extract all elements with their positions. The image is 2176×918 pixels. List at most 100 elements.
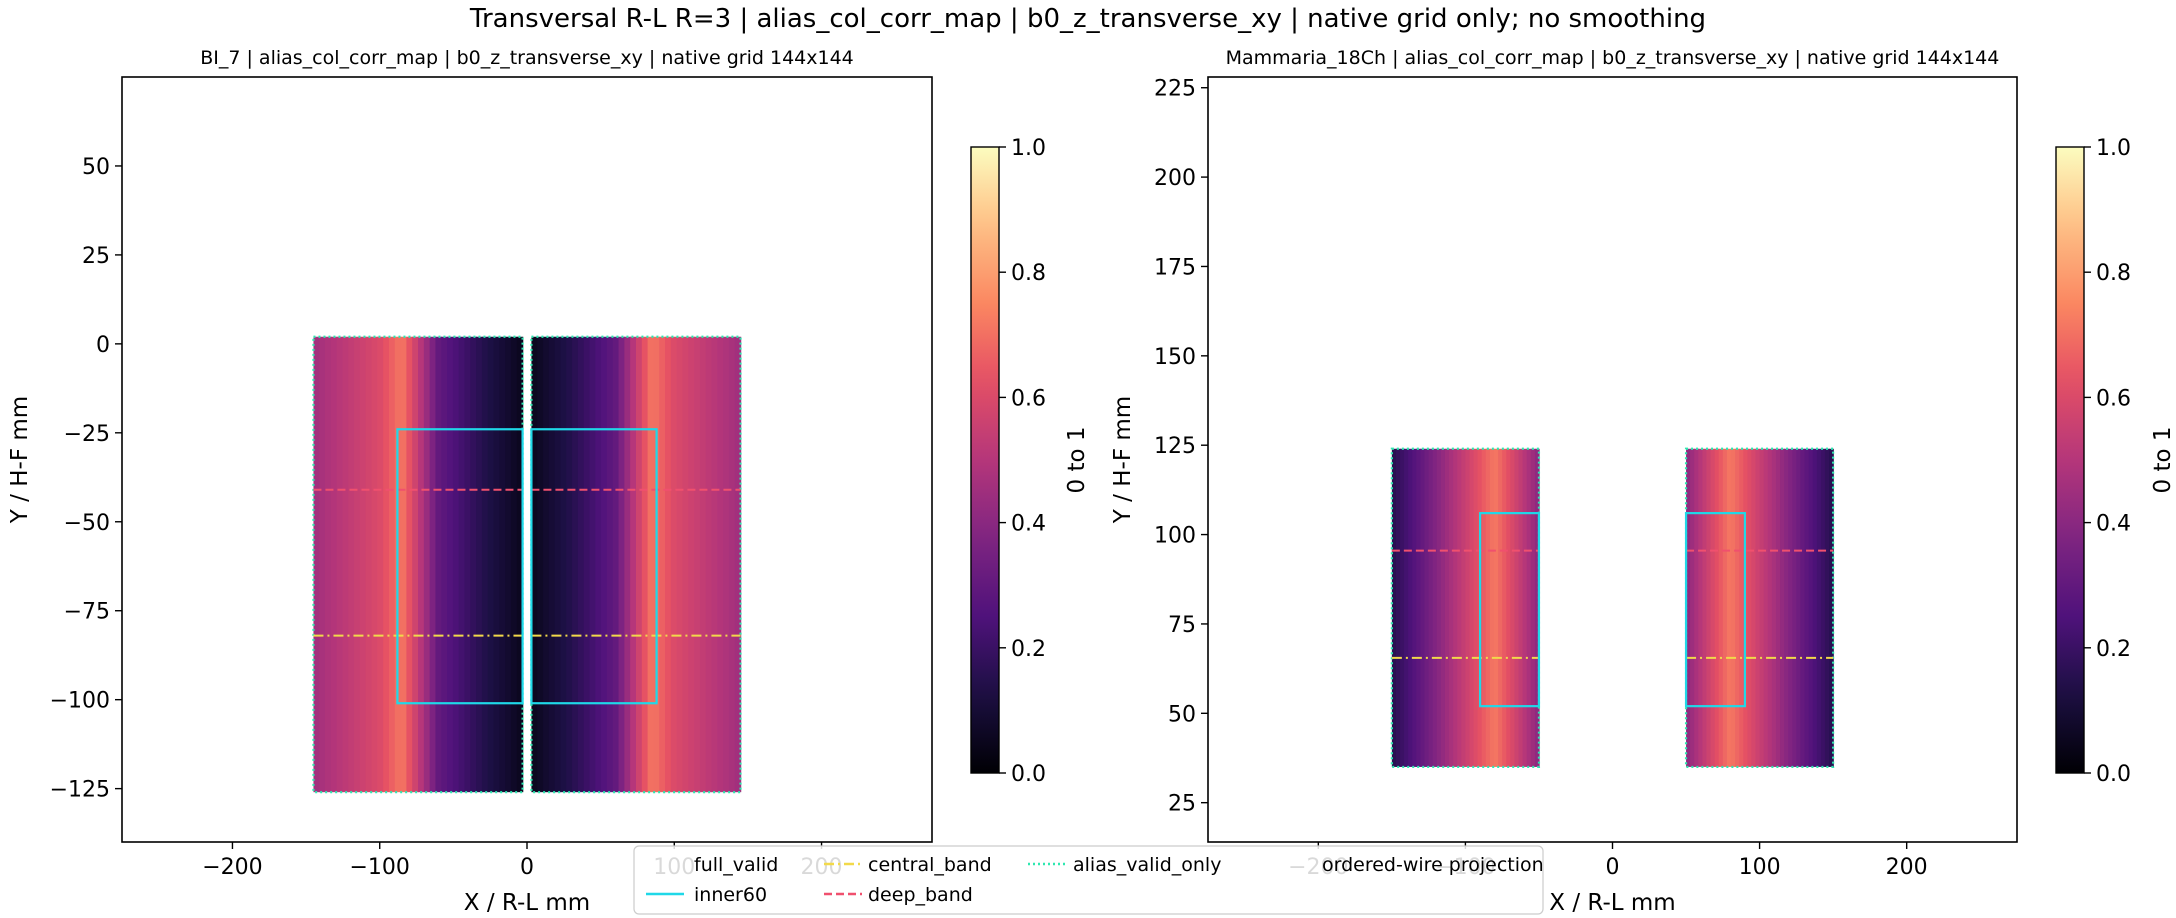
colorbar-label: 0 to 1 [2150, 427, 2176, 494]
colorbar-tick-label: 0.8 [1011, 261, 1046, 286]
heatmap-cell [1722, 448, 1728, 767]
heatmap-cell [319, 336, 326, 793]
heatmap-region-2 [531, 336, 742, 793]
y-axis-label: Y / H-F mm [7, 396, 33, 524]
y-tick-label: −50 [64, 511, 110, 536]
heatmap-cell [359, 336, 367, 793]
heatmap-cell [531, 336, 538, 793]
heatmap-region-1 [313, 336, 524, 793]
heatmap-cell [452, 336, 460, 793]
heatmap-cell [1506, 448, 1512, 767]
heatmap-cell [1469, 448, 1475, 767]
heatmap-cell [470, 336, 477, 793]
inner60-box [1479, 512, 1541, 708]
colorbar-label: 0 to 1 [1064, 427, 1090, 494]
heatmap-cell [348, 336, 355, 793]
figure-title: Transversal R-L R=3 | alias_col_corr_map… [469, 4, 1706, 34]
heatmap-region-1 [1391, 448, 1540, 767]
colorbar-tick-label: 0.4 [2096, 512, 2131, 537]
y-axis-label: Y / H-F mm [1110, 396, 1136, 524]
heatmap-cell [476, 336, 483, 793]
heatmap-cell [1526, 448, 1532, 767]
heatmap-cell [1726, 448, 1732, 767]
panel-title: Mammaria_18Ch | alias_col_corr_map | b0_… [1226, 47, 2000, 69]
heatmap-cell [694, 336, 701, 793]
heatmap-cell [481, 336, 489, 793]
heatmap-cell [676, 336, 684, 793]
heatmap-cell [1449, 448, 1454, 767]
heatmap-cell [487, 336, 495, 793]
heatmap-cell [1457, 448, 1463, 767]
heatmap-cell [365, 336, 373, 793]
heatmap-cell [1424, 448, 1430, 767]
colorbar [970, 146, 1000, 774]
inner60-box [396, 428, 524, 705]
heatmap-cell [1518, 448, 1524, 767]
heatmap-cell [400, 336, 408, 793]
x-tick-label: −200 [202, 855, 262, 880]
heatmap-cell [516, 336, 524, 793]
heatmap-cell [313, 336, 320, 793]
heatmap-cell [1432, 448, 1438, 767]
heatmap-cell [1804, 448, 1810, 767]
legend-label: deep_band [868, 884, 973, 906]
heatmap-cell [1714, 448, 1720, 767]
heatmap-cell [705, 336, 713, 793]
heatmap-cell [435, 336, 442, 793]
axes-frame [121, 76, 933, 843]
y-tick-label: 50 [82, 155, 110, 180]
colorbar-tick-label: 0.8 [2096, 261, 2131, 286]
heatmap-cell [1498, 448, 1503, 767]
heatmap-cell [1494, 448, 1499, 767]
heatmap-cell [1780, 448, 1785, 767]
heatmap-cell [1718, 448, 1724, 767]
heatmap-cell [624, 336, 631, 793]
heatmap-cell [458, 336, 466, 793]
heatmap-cell [1420, 448, 1426, 767]
heatmap-cell [1395, 448, 1401, 767]
heatmap-cell [711, 336, 719, 793]
heatmap-cell [464, 336, 471, 793]
inner60-box [530, 428, 658, 705]
heatmap-cell [577, 336, 585, 793]
x-tick-label: 100 [1739, 855, 1781, 880]
heatmap-cell [510, 336, 518, 793]
inner60-box [1684, 512, 1746, 708]
y-tick-label: 150 [1154, 345, 1196, 370]
y-tick-label: −100 [50, 689, 110, 714]
heatmap-cell [1706, 448, 1712, 767]
heatmap-cell [1400, 448, 1405, 767]
chart-panel-1: BI_7 | alias_col_corr_map | b0_z_transve… [7, 47, 1090, 916]
heatmap-cell [1502, 448, 1507, 767]
colorbar-tick-label: 0.0 [2096, 762, 2131, 787]
heatmap-cell [447, 336, 454, 793]
heatmap-cell [423, 336, 431, 793]
heatmap-cell [1473, 448, 1479, 767]
colorbar [2055, 146, 2085, 774]
heatmap-cell [630, 336, 637, 793]
heatmap-cell [1771, 448, 1777, 767]
heatmap-cell [1530, 448, 1536, 767]
heatmap-cell [1755, 448, 1761, 767]
heatmap-cell [572, 336, 579, 793]
heatmap-cell [647, 336, 655, 793]
heatmap-cell [1686, 448, 1691, 767]
y-tick-label: 50 [1168, 702, 1196, 727]
heatmap-cell [1767, 448, 1773, 767]
heatmap-cell [566, 336, 573, 793]
heatmap-cell [342, 336, 350, 793]
heatmap-cell [583, 336, 591, 793]
heatmap-cell [505, 336, 512, 793]
heatmap-cell [1489, 448, 1495, 767]
heatmap-cell [688, 336, 695, 793]
heatmap-cell [1391, 448, 1397, 767]
heatmap-cell [406, 336, 413, 793]
heatmap-cell [1702, 448, 1708, 767]
heatmap-cell [371, 336, 379, 793]
heatmap-cell [1465, 448, 1471, 767]
heatmap-cell [601, 336, 608, 793]
heatmap-cell [1698, 448, 1704, 767]
heatmap-cell [1510, 448, 1516, 767]
heatmap-cell [665, 336, 672, 793]
